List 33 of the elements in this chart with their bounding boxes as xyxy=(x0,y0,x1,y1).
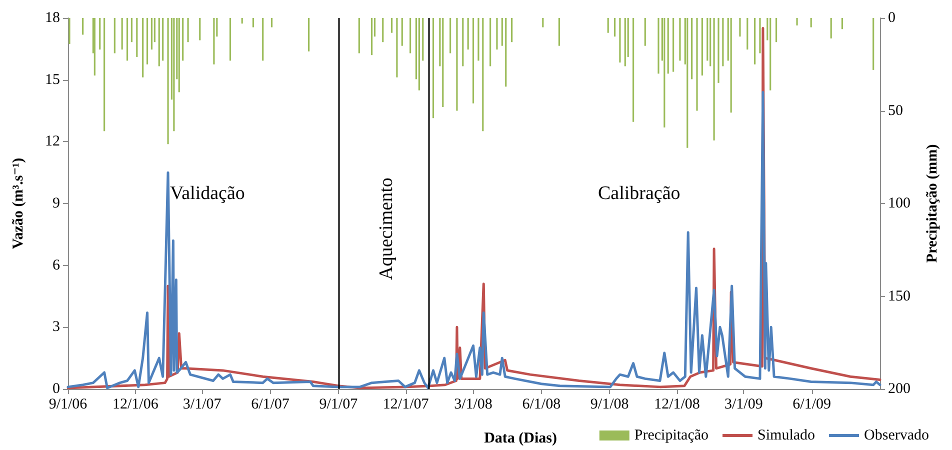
y-tick-label: 6 xyxy=(52,257,60,274)
y-tick-label: 3 xyxy=(52,319,60,336)
x-tick-label: 3/1/08 xyxy=(454,396,492,412)
x-tick-label: 12/1/08 xyxy=(654,396,700,412)
y2-tick-label: 0 xyxy=(888,10,896,26)
y-tick-label: 18 xyxy=(45,10,60,26)
y-tick-label: 0 xyxy=(52,381,60,397)
y2-tick-label: 200 xyxy=(888,381,910,397)
annotation: Aquecimento xyxy=(376,178,397,280)
x-tick-label: 3/1/07 xyxy=(182,396,222,412)
x-tick-label: 6/1/08 xyxy=(522,396,561,412)
x-tick-label: 6/1/07 xyxy=(251,396,290,412)
annotation: Validação xyxy=(170,183,245,204)
legend-label: Simulado xyxy=(758,428,816,444)
x-tick-label: 9/1/07 xyxy=(319,396,358,412)
annotation: Calibração xyxy=(598,183,680,204)
legend-label: Observado xyxy=(864,428,930,444)
y2-tick-label: 50 xyxy=(888,102,903,119)
y2-tick-label: 150 xyxy=(888,288,910,304)
x-tick-label: 9/1/08 xyxy=(590,396,629,412)
x-tick-label: 12/1/07 xyxy=(382,396,430,412)
y2-tick-label: 100 xyxy=(888,196,910,212)
y-tick-label: 9 xyxy=(52,196,60,212)
x-axis-title: Data (Dias) xyxy=(484,430,558,446)
y-tick-label: 12 xyxy=(45,134,60,150)
legend-label: Precipitação xyxy=(634,428,709,444)
y-tick-label: 15 xyxy=(45,72,60,88)
x-tick-label: 9/1/06 xyxy=(48,396,88,412)
x-tick-label: 3/1/09 xyxy=(724,396,763,412)
y-axis-title: Vazão (m³.s⁻¹) xyxy=(10,158,26,250)
y2-axis-title: Precipitação (mm) xyxy=(924,144,940,263)
x-tick-label: 12/1/06 xyxy=(112,396,159,412)
x-tick-label: 6/1/09 xyxy=(792,396,832,412)
